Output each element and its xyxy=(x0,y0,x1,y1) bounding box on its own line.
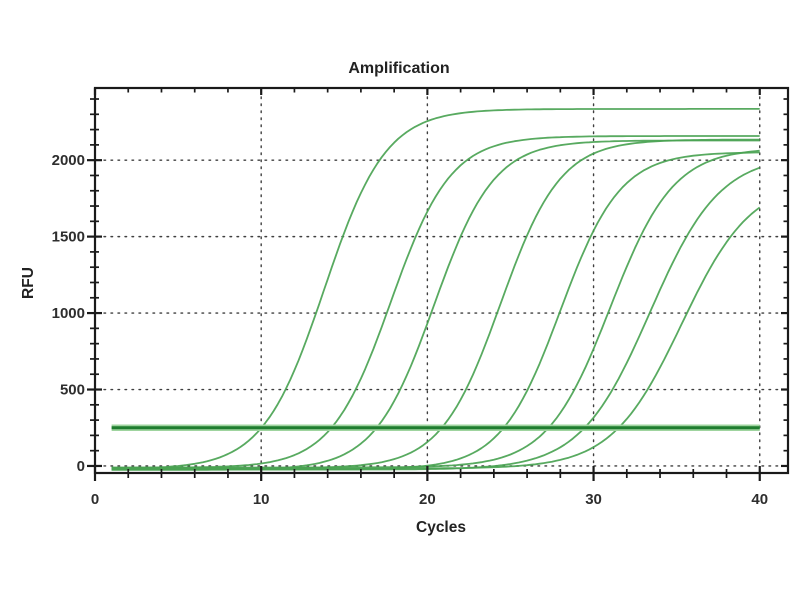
amplification-curve-3 xyxy=(111,139,760,471)
y-tick-label: 0 xyxy=(77,458,85,475)
amplification-curve-1 xyxy=(111,108,760,470)
x-tick-label: 40 xyxy=(751,491,768,508)
amplification-curve-8 xyxy=(111,206,761,470)
gridlines xyxy=(96,89,787,472)
tick-labels: 0 10 20 30 40 0 500 1000 1500 2000 xyxy=(52,152,768,508)
x-tick-label: 20 xyxy=(419,491,436,508)
x-tick-label: 30 xyxy=(585,491,602,508)
x-tick-label: 10 xyxy=(253,491,270,508)
y-tick-label: 1000 xyxy=(52,305,85,322)
axis-ticks xyxy=(87,88,788,481)
amplification-curve-4 xyxy=(111,138,760,470)
frame xyxy=(93,86,790,475)
amplification-curve-7 xyxy=(111,166,761,471)
amplification-curves xyxy=(111,108,761,471)
amplification-curve-6 xyxy=(111,149,760,469)
y-axis-label: RFU xyxy=(20,267,37,299)
y-tick-label: 1500 xyxy=(52,229,85,246)
plot-frame xyxy=(93,86,790,475)
plot-area: 0 10 20 30 40 0 500 1000 1500 2000 xyxy=(52,86,790,508)
x-tick-label: 0 xyxy=(91,491,99,508)
x-axis-label: Cycles xyxy=(416,519,466,536)
y-tick-label: 2000 xyxy=(52,152,85,169)
y-tick-label: 500 xyxy=(60,382,85,399)
chart-title: Amplification xyxy=(348,60,449,77)
